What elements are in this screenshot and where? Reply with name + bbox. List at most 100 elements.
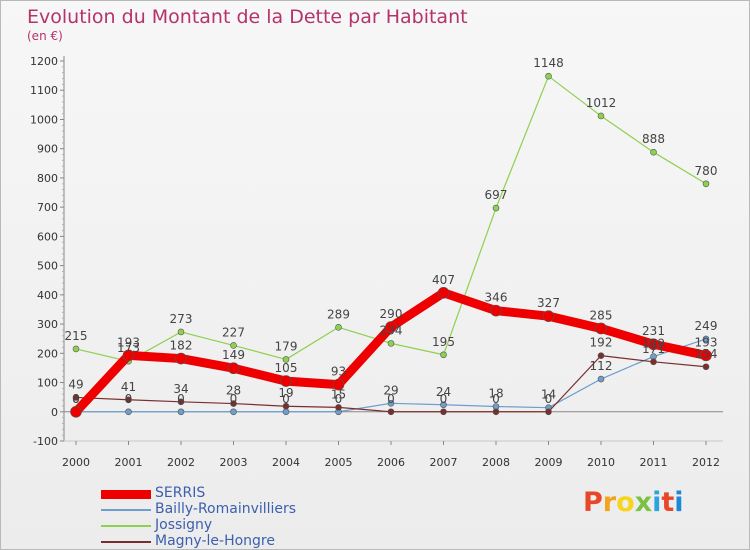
logo-letter: r [602, 487, 617, 518]
data-label: 0 [387, 392, 395, 406]
logo-letter: x [634, 487, 653, 518]
data-label: 0 [125, 392, 133, 406]
data-label: 215 [65, 329, 88, 343]
data-label: 407 [432, 273, 455, 287]
data-label: 189 [642, 337, 665, 351]
x-tick-label: 2004 [272, 456, 300, 469]
data-label: 346 [485, 291, 508, 305]
data-label: 227 [222, 325, 245, 339]
data-point [70, 405, 82, 418]
data-point [440, 401, 447, 409]
proxiti-logo: Proxiti [583, 487, 684, 518]
legend-swatch [101, 525, 151, 527]
legend-swatch [101, 541, 151, 543]
data-point [282, 402, 290, 410]
logo-letter: P [583, 487, 603, 518]
data-point [545, 72, 552, 80]
x-tick-label: 2003 [220, 456, 248, 469]
data-label: 18 [488, 387, 503, 401]
legend-label: Jossigny [155, 517, 213, 533]
data-label: 28 [226, 384, 241, 398]
data-label: 234 [380, 323, 403, 337]
data-label: 93 [331, 365, 346, 379]
legend-swatch [101, 509, 151, 511]
data-point [335, 323, 342, 331]
data-label: 112 [590, 359, 613, 373]
legend-label: SERRIS [155, 485, 206, 501]
data-label: 1012 [586, 96, 617, 110]
data-point [440, 408, 447, 416]
data-label: 34 [173, 382, 188, 396]
data-point [490, 304, 502, 317]
x-tick-label: 2010 [587, 456, 615, 469]
data-point [647, 338, 660, 351]
data-label: 193 [117, 335, 140, 349]
data-label: 195 [432, 335, 455, 349]
data-label: 273 [170, 312, 193, 326]
data-point [542, 310, 555, 322]
data-label: 0 [440, 392, 448, 406]
x-tick-label: 2006 [377, 456, 405, 469]
y-tick-label: 1000 [30, 113, 58, 126]
data-point [387, 340, 395, 347]
data-label: 24 [436, 385, 451, 399]
logo-letter: t [661, 487, 675, 518]
data-point [230, 408, 237, 416]
data-label: 780 [695, 164, 718, 178]
x-tick-label: 2007 [430, 456, 458, 469]
data-point [387, 399, 395, 407]
data-point [72, 394, 80, 401]
data-point [545, 408, 552, 416]
data-point [177, 398, 185, 406]
data-point [387, 408, 395, 416]
logo-letter: i [674, 487, 684, 518]
data-point [175, 352, 187, 365]
data-label: 1148 [533, 56, 564, 70]
data-label: 0 [335, 392, 343, 406]
data-label: 327 [537, 296, 560, 310]
x-tick-label: 2008 [482, 456, 510, 469]
data-point [702, 335, 710, 343]
data-point [385, 321, 397, 333]
data-label: 0 [492, 392, 500, 406]
y-tick-label: 100 [37, 377, 58, 390]
y-tick-label: 800 [37, 172, 58, 185]
data-point [282, 356, 290, 363]
data-point [122, 349, 135, 362]
data-point [492, 204, 500, 212]
data-point [597, 112, 605, 120]
data-label: 15 [331, 387, 346, 401]
legend-label: Magny-le-Hongre [155, 533, 275, 549]
data-label: 0 [282, 392, 290, 406]
data-point [650, 358, 657, 366]
data-label: 193 [695, 335, 718, 349]
data-point [702, 180, 710, 188]
data-label: 149 [222, 348, 245, 362]
data-point [177, 328, 185, 336]
data-label: 0 [72, 392, 80, 406]
data-label: 179 [275, 339, 298, 353]
y-tick-label: 1100 [30, 84, 58, 97]
data-point [282, 408, 290, 416]
data-point [700, 349, 712, 362]
x-tick-label: 2001 [115, 456, 143, 469]
y-tick-label: 1200 [30, 55, 58, 68]
data-label: 49 [68, 377, 83, 391]
x-tick-label: 2000 [62, 456, 90, 469]
legend-label: Bailly-Romainvilliers [155, 501, 297, 517]
data-label: 249 [695, 319, 718, 333]
legend-swatch [101, 489, 151, 499]
chart-subtitle: (en €) [27, 29, 63, 43]
data-label: 14 [541, 388, 556, 402]
logo-letter: o [616, 487, 635, 518]
data-point [227, 362, 240, 375]
y-tick-label: 500 [37, 260, 58, 273]
data-label: 285 [590, 308, 613, 322]
data-label: 0 [72, 392, 80, 406]
y-tick-label: 600 [37, 230, 58, 243]
data-point [437, 286, 450, 299]
data-label: 697 [485, 188, 508, 202]
data-label: 105 [275, 361, 298, 375]
